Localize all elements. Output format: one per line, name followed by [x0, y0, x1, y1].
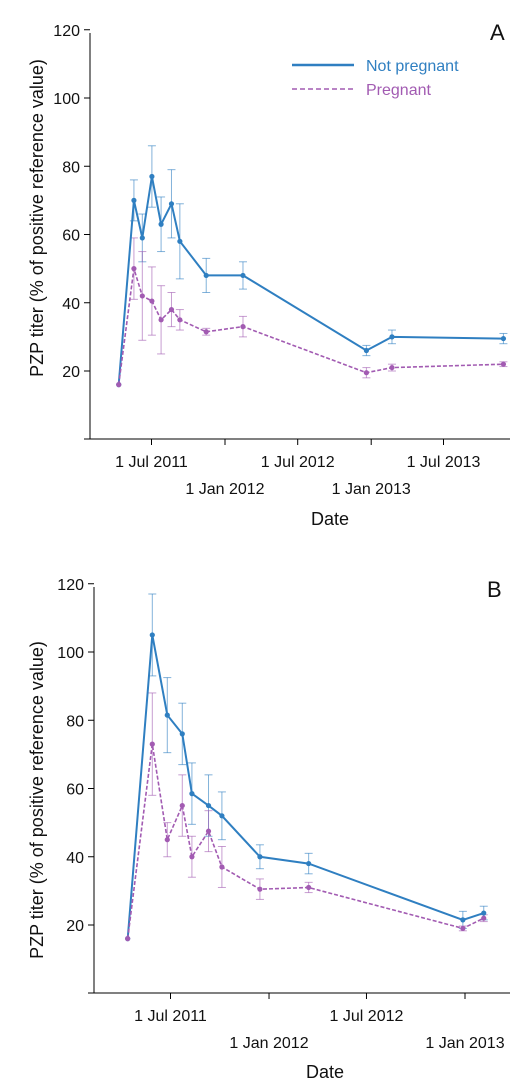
not-pregnant-point — [205, 802, 212, 809]
pregnant-point — [158, 317, 164, 323]
y-tick-label: 80 — [66, 713, 84, 730]
y-tick-label: 40 — [62, 296, 80, 313]
pregnant-line — [117, 268, 504, 385]
pregnant-point — [139, 293, 145, 299]
not-pregnant-point — [131, 197, 137, 203]
not-pregnant-point — [149, 173, 155, 180]
y-tick-label: 20 — [62, 364, 80, 381]
x-tick-label: 1 Jul 2013 — [407, 454, 481, 471]
pregnant-point — [149, 741, 155, 747]
not-pregnant-point — [306, 860, 312, 867]
pregnant-point — [481, 915, 487, 921]
not-pregnant-point — [139, 235, 145, 241]
not-pregnant-point — [219, 813, 225, 819]
panel-a-series-lines — [117, 176, 504, 385]
pregnant-point — [257, 886, 263, 892]
pregnant-point — [203, 329, 209, 335]
y-tick-label: 60 — [62, 228, 80, 245]
y-tick-label: 40 — [66, 850, 84, 867]
pregnant-point — [116, 382, 122, 388]
panel-b: B PZP titer (% of positive reference val… — [27, 577, 510, 1082]
panel-a-error-bars — [129, 145, 508, 379]
y-tick-label: 80 — [62, 159, 80, 176]
not-pregnant-point — [189, 791, 195, 797]
not-pregnant-point — [158, 221, 164, 227]
not-pregnant-point — [257, 854, 263, 860]
pregnant-point — [460, 925, 466, 932]
x-tick-label: 1 Jan 2013 — [425, 1035, 504, 1052]
panel-a-ticks: 20 40 60 80 100 120 1 Jul 2011 1 Jul 2012 1 Jul … — [53, 23, 480, 498]
y-tick-label: 20 — [66, 918, 84, 935]
not-pregnant-point — [203, 272, 209, 279]
pregnant-point — [125, 936, 131, 942]
not-pregnant-point — [179, 731, 185, 737]
y-tick-label: 100 — [53, 91, 80, 108]
x-tick-label: 1 Jul 2012 — [330, 1008, 404, 1025]
panel-a: A PZP titer (% of positive reference val… — [27, 20, 510, 529]
not-pregnant-point — [168, 201, 175, 207]
y-tick-label: 120 — [57, 577, 84, 594]
panel-b-label: B — [487, 577, 502, 602]
x-tick-label: 1 Jan 2013 — [332, 481, 411, 498]
panel-b-error-bars — [148, 593, 488, 932]
panel-b-points — [125, 632, 487, 942]
pregnant-point — [219, 864, 225, 870]
not-pregnant-point — [149, 632, 155, 638]
panel-a-label: A — [490, 20, 505, 45]
pregnant-point — [240, 324, 246, 330]
legend-label-pregnant: Pregnant — [366, 82, 431, 99]
not-pregnant-point — [500, 335, 507, 342]
panel-a-y-axis-title: PZP titer (% of positive reference value… — [27, 59, 47, 377]
not-pregnant-point — [240, 272, 246, 279]
not-pregnant-line — [117, 176, 504, 385]
y-tick-label: 100 — [57, 645, 84, 662]
panel-a-x-axis-title: Date — [311, 509, 349, 529]
panel-a-points — [116, 173, 507, 388]
not-pregnant-point — [460, 917, 466, 923]
y-tick-label: 120 — [53, 23, 80, 40]
panel-b-y-axis-title: PZP titer (% of positive reference value… — [27, 641, 47, 959]
pregnant-point — [363, 370, 370, 376]
x-tick-label: 1 Jul 2011 — [115, 454, 188, 471]
pregnant-point — [500, 361, 507, 367]
pregnant-point — [149, 298, 155, 304]
pregnant-line — [126, 743, 485, 939]
pregnant-point — [131, 266, 137, 272]
x-tick-label: 1 Jul 2011 — [134, 1008, 207, 1025]
panel-b-ticks: 20 40 60 80 100 120 1 Jul 2011 1 Jul 2012 1 Jan … — [57, 577, 504, 1052]
x-tick-label: 1 Jul 2012 — [261, 454, 335, 471]
not-pregnant-point — [481, 910, 487, 916]
pregnant-point — [179, 802, 185, 809]
x-tick-label: 1 Jan 2012 — [229, 1035, 308, 1052]
pregnant-point — [189, 854, 195, 860]
not-pregnant-point — [363, 347, 370, 354]
y-tick-label: 60 — [66, 782, 84, 799]
pregnant-point — [177, 317, 183, 323]
not-pregnant-point — [164, 712, 170, 718]
not-pregnant-point — [177, 238, 183, 244]
panel-b-x-axis-title: Date — [306, 1062, 344, 1082]
not-pregnant-point — [389, 334, 395, 340]
pregnant-point — [205, 828, 212, 834]
pregnant-point — [168, 306, 175, 313]
legend-label-not-pregnant: Not pregnant — [366, 58, 459, 75]
pregnant-point — [389, 364, 395, 371]
x-tick-label: 1 Jan 2012 — [185, 481, 264, 498]
pregnant-point — [306, 884, 312, 891]
pregnant-point — [164, 837, 170, 843]
legend: Not pregnant Pregnant — [292, 58, 459, 99]
